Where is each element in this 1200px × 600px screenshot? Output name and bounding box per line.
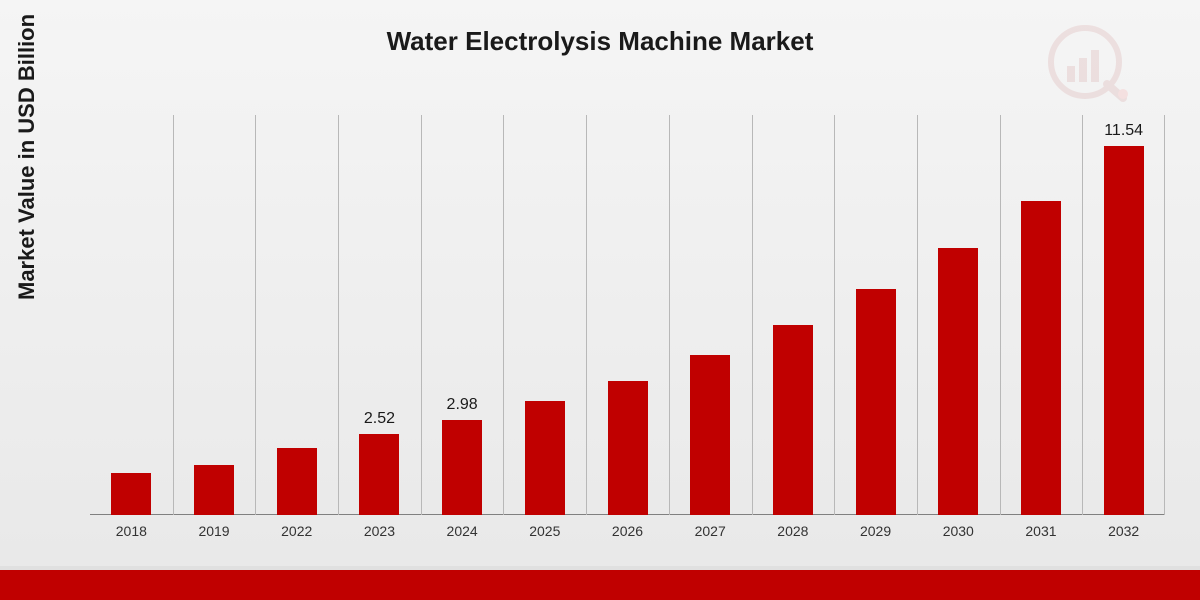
x-tick-label: 2019 bbox=[198, 523, 229, 539]
x-tick-label: 2030 bbox=[943, 523, 974, 539]
bar bbox=[194, 465, 234, 515]
x-tick-label: 2032 bbox=[1108, 523, 1139, 539]
gridline bbox=[1000, 115, 1001, 515]
gridline bbox=[669, 115, 670, 515]
y-axis-label: Market Value in USD Billion bbox=[14, 14, 40, 300]
gridline bbox=[1164, 115, 1165, 515]
data-label: 2.98 bbox=[447, 396, 478, 414]
bar bbox=[938, 248, 978, 515]
x-tick-label: 2027 bbox=[695, 523, 726, 539]
bar bbox=[359, 434, 399, 515]
bar bbox=[690, 355, 730, 515]
x-tick-label: 2031 bbox=[1025, 523, 1056, 539]
gridline bbox=[834, 115, 835, 515]
x-tick-label: 2023 bbox=[364, 523, 395, 539]
gridline bbox=[255, 115, 256, 515]
bar bbox=[773, 325, 813, 515]
bar bbox=[608, 381, 648, 515]
gridline bbox=[752, 115, 753, 515]
x-tick-label: 2029 bbox=[860, 523, 891, 539]
x-tick-label: 2028 bbox=[777, 523, 808, 539]
x-tick-label: 2018 bbox=[116, 523, 147, 539]
gridline bbox=[503, 115, 504, 515]
chart-title: Water Electrolysis Machine Market bbox=[0, 26, 1200, 57]
gridline bbox=[338, 115, 339, 515]
gridline bbox=[917, 115, 918, 515]
bar bbox=[277, 448, 317, 515]
x-tick-label: 2025 bbox=[529, 523, 560, 539]
bar bbox=[442, 420, 482, 515]
bar bbox=[1021, 201, 1061, 515]
bar bbox=[525, 401, 565, 515]
chart-plot-area: 20182019202220232.5220242.98202520262027… bbox=[90, 115, 1165, 515]
x-tick-label: 2024 bbox=[447, 523, 478, 539]
footer-bar bbox=[0, 570, 1200, 600]
gridline bbox=[421, 115, 422, 515]
x-tick-label: 2022 bbox=[281, 523, 312, 539]
data-label: 2.52 bbox=[364, 410, 395, 428]
bar bbox=[111, 473, 151, 515]
bar bbox=[1104, 146, 1144, 515]
bar bbox=[856, 289, 896, 515]
watermark-logo-icon bbox=[1030, 22, 1140, 102]
data-label: 11.54 bbox=[1104, 122, 1143, 140]
gridline bbox=[1082, 115, 1083, 515]
x-tick-label: 2026 bbox=[612, 523, 643, 539]
gridline bbox=[586, 115, 587, 515]
gridline bbox=[173, 115, 174, 515]
